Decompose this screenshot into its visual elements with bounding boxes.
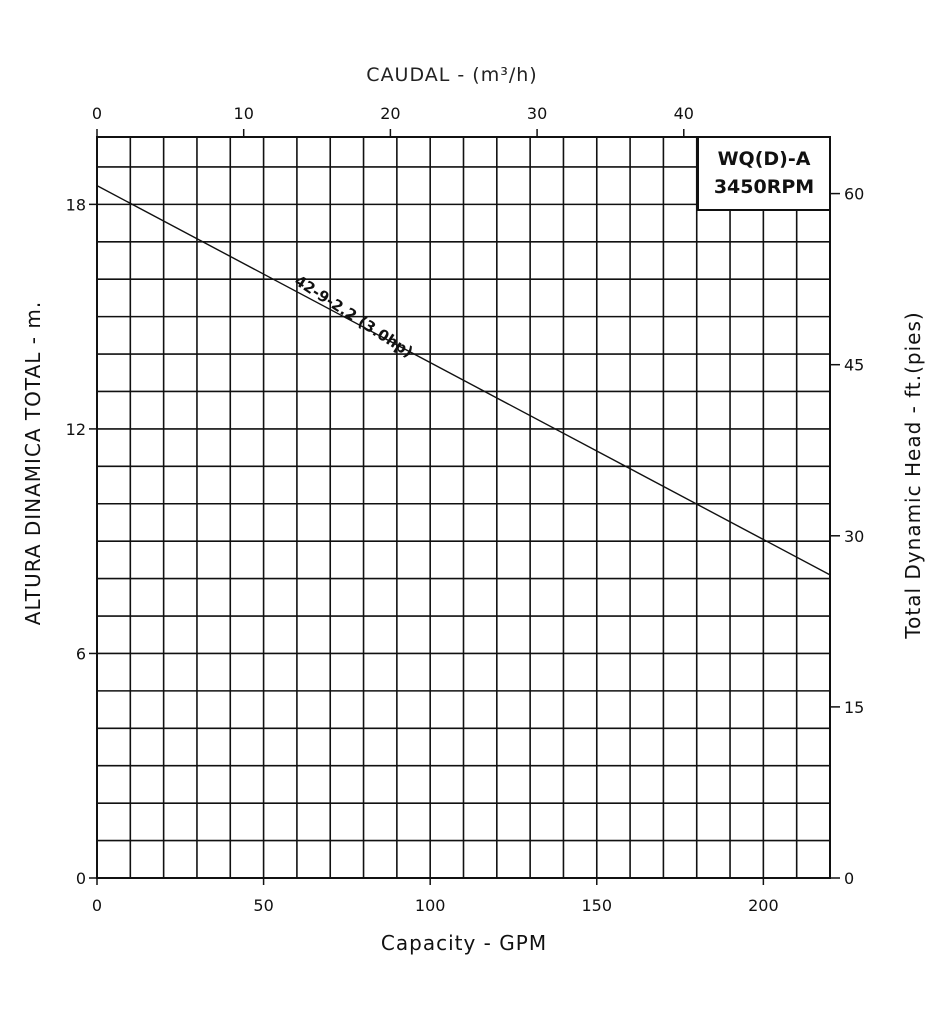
x-tick-label: 100 — [415, 896, 446, 915]
x2-tick-label: 40 — [674, 104, 694, 123]
x2-tick-label: 30 — [527, 104, 547, 123]
y2-tick-label: 45 — [844, 356, 864, 375]
y-tick-label: 6 — [76, 644, 86, 663]
right-axis-title: Total Dynamic Head - ft.(pies) — [901, 311, 925, 639]
y2-tick-label: 15 — [844, 698, 864, 717]
grid-lines — [97, 137, 830, 878]
plot-frame — [96, 136, 831, 879]
y-tick-label: 0 — [76, 869, 86, 888]
x2-tick-label: 0 — [92, 104, 102, 123]
x2-tick-label: 10 — [234, 104, 254, 123]
left-axis-title: ALTURA DINAMICA TOTAL - m. — [21, 301, 45, 625]
y2-tick-label: 0 — [844, 869, 854, 888]
y2-tick-label: 30 — [844, 527, 864, 546]
axis-ticks: 0 50 100 150 200 0 10 20 30 40 0 6 12 18 0 15 30 45 60 — [66, 104, 865, 915]
top-axis-title: CAUDAL - (m³/h) — [366, 64, 537, 86]
x2-tick-label: 20 — [380, 104, 400, 123]
x-tick-label: 150 — [581, 896, 612, 915]
x-tick-label: 50 — [253, 896, 273, 915]
legend-line-2: 3450RPM — [714, 176, 814, 198]
y-tick-label: 12 — [66, 420, 86, 439]
x-tick-label: 200 — [748, 896, 779, 915]
x-tick-label: 0 — [92, 896, 102, 915]
y-tick-label: 18 — [66, 195, 86, 214]
legend-box — [697, 136, 831, 211]
bottom-axis-title: Capacity - GPM — [381, 931, 547, 955]
y2-tick-label: 60 — [844, 185, 864, 204]
legend-line-1: WQ(D)-A — [718, 148, 811, 170]
performance-curve — [96, 185, 831, 576]
